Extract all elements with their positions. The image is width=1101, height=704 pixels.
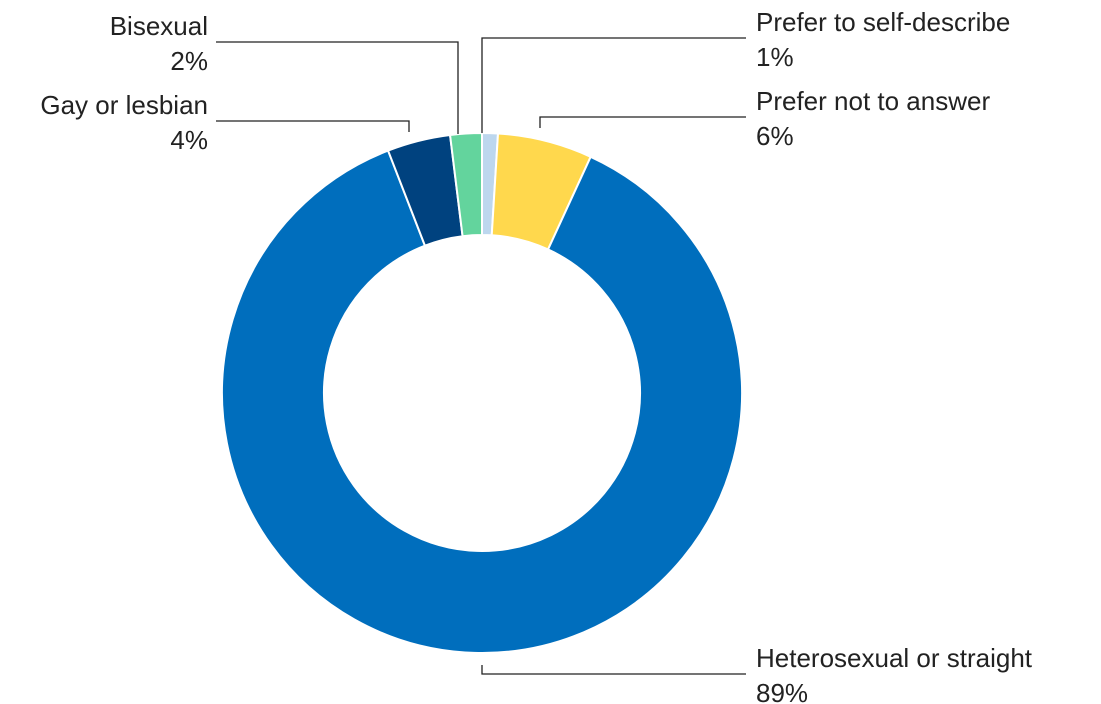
slice-heterosexual-or-straight	[221, 149, 743, 654]
value-label-heterosexual-or-straight: 89%	[756, 678, 808, 704]
leader-line-heterosexual-or-straight	[481, 665, 746, 675]
slices-group	[221, 131, 743, 654]
leader-lines-group	[216, 37, 746, 675]
label-bisexual: Bisexual	[110, 11, 208, 41]
label-prefer-not-to-answer: Prefer not to answer	[756, 86, 990, 116]
slice-bisexual	[448, 131, 483, 238]
label-gay-or-lesbian: Gay or lesbian	[40, 90, 208, 120]
value-label-bisexual: 2%	[170, 46, 208, 76]
labels-group: Prefer to self-describe 1% Prefer not to a…	[40, 7, 1032, 704]
leader-line-prefer-to-self-describe	[481, 37, 746, 133]
value-label-prefer-not-to-answer: 6%	[756, 121, 794, 151]
value-label-prefer-to-self-describe: 1%	[756, 42, 794, 72]
label-heterosexual-or-straight: Heterosexual or straight	[756, 643, 1033, 673]
leader-line-gay-or-lesbian	[216, 120, 410, 132]
leader-line-bisexual	[216, 41, 459, 134]
leader-line-prefer-not-to-answer	[539, 116, 746, 128]
value-label-gay-or-lesbian: 4%	[170, 125, 208, 155]
label-prefer-to-self-describe: Prefer to self-describe	[756, 7, 1010, 37]
